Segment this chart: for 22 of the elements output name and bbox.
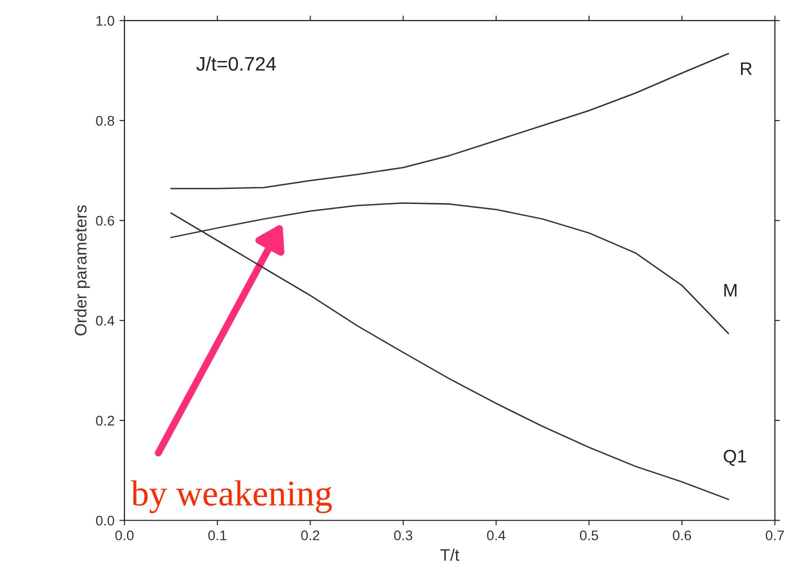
annotation: J/t=0.724: [196, 56, 276, 71]
x-tick-label: 0.5: [580, 530, 598, 540]
y-tick-label: 0.8: [96, 116, 114, 126]
series-label: Q1: [724, 450, 746, 466]
x-tick-label: 0.6: [672, 530, 692, 540]
y-tick-label: 0.0: [96, 516, 114, 526]
x-axis-title: T/t: [440, 548, 460, 561]
line-series: [170, 52, 730, 190]
x-tick-label: 0.2: [301, 530, 320, 540]
y-tick-label: 0.4: [96, 316, 114, 326]
series-label: M: [724, 284, 736, 296]
x-tick-label: 0.0: [115, 530, 134, 540]
y-tick-label: 0.2: [96, 416, 114, 426]
y-axis-title: Order parameters: [74, 205, 90, 336]
x-tick-label: 0.1: [208, 530, 226, 540]
annotation: by weakening: [130, 480, 332, 514]
y-tick-label: 1.0: [96, 16, 114, 26]
x-tick-label: 0.7: [766, 530, 784, 540]
x-tick-label: 0.4: [487, 530, 506, 540]
y-tick-label: 0.6: [96, 216, 114, 226]
series-label: R: [741, 62, 752, 75]
x-tick-label: 0.3: [394, 530, 412, 540]
